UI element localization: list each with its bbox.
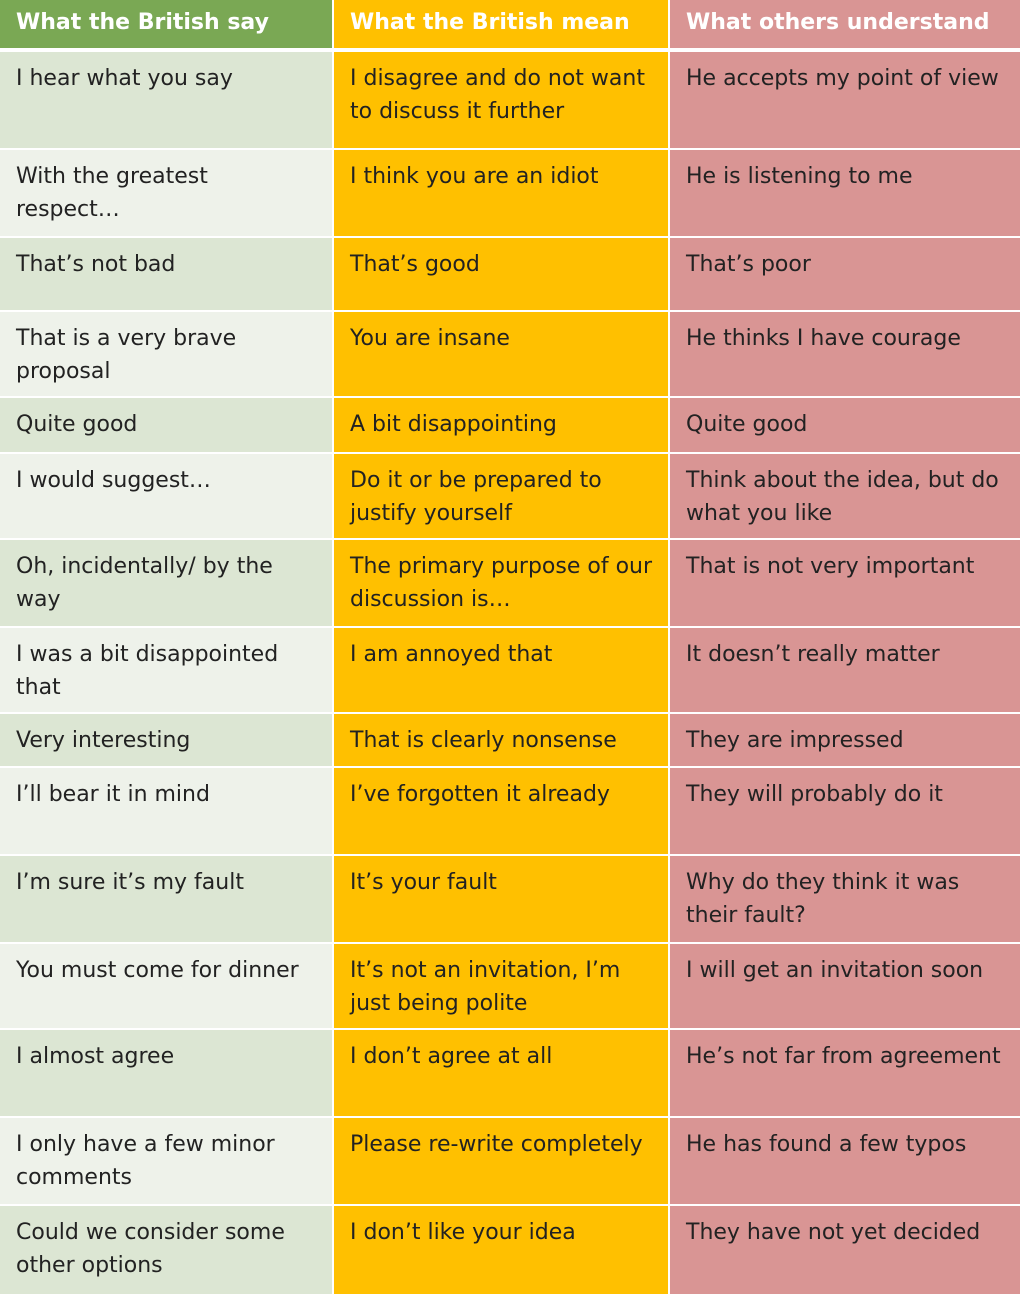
table-cell: They will probably do it: [670, 768, 1020, 854]
table-cell: I don’t agree at all: [334, 1030, 668, 1116]
table-cell: They have not yet decided: [670, 1206, 1020, 1294]
table-cell: They are impressed: [670, 714, 1020, 766]
header-cell: What the British say: [0, 0, 332, 48]
table-cell: I disagree and do not want to discuss it…: [334, 52, 668, 148]
table-cell: It’s not an invitation, I’m just being p…: [334, 944, 668, 1028]
table-cell: With the greatest respect…: [0, 150, 332, 236]
table-cell: I hear what you say: [0, 52, 332, 148]
table-cell: I’m sure it’s my fault: [0, 856, 332, 942]
table-cell: I’ve forgotten it already: [334, 768, 668, 854]
table-cell: He accepts my point of view: [670, 52, 1020, 148]
table-cell: I think you are an idiot: [334, 150, 668, 236]
table-cell: I will get an invitation soon: [670, 944, 1020, 1028]
table-cell: I don’t like your idea: [334, 1206, 668, 1294]
table-cell: I only have a few minor comments: [0, 1118, 332, 1204]
table-cell: That’s poor: [670, 238, 1020, 310]
table-cell: You are insane: [334, 312, 668, 396]
table-cell: Very interesting: [0, 714, 332, 766]
header-cell: What the British mean: [334, 0, 668, 48]
table-cell: He’s not far from agreement: [670, 1030, 1020, 1116]
table-cell: That is not very important: [670, 540, 1020, 626]
table-cell: I’ll bear it in mind: [0, 768, 332, 854]
table-cell: Please re-write completely: [334, 1118, 668, 1204]
table-cell: Oh, incidentally/ by the way: [0, 540, 332, 626]
table-cell: Quite good: [0, 398, 332, 452]
table-cell: Do it or be prepared to justify yourself: [334, 454, 668, 538]
table-cell: Could we consider some other options: [0, 1206, 332, 1294]
table-cell: He has found a few typos: [670, 1118, 1020, 1204]
table-cell: Think about the idea, but do what you li…: [670, 454, 1020, 538]
table-cell: That is clearly nonsense: [334, 714, 668, 766]
table-cell: A bit disappointing: [334, 398, 668, 452]
table-cell: The primary purpose of our discussion is…: [334, 540, 668, 626]
table-cell: I was a bit disappointed that: [0, 628, 332, 712]
table-cell: That is a very brave proposal: [0, 312, 332, 396]
table-cell: It doesn’t really matter: [670, 628, 1020, 712]
header-cell: What others understand: [670, 0, 1020, 48]
table-cell: Quite good: [670, 398, 1020, 452]
table-cell: It’s your fault: [334, 856, 668, 942]
table-cell: That’s good: [334, 238, 668, 310]
table-cell: That’s not bad: [0, 238, 332, 310]
table-cell: You must come for dinner: [0, 944, 332, 1028]
table-cell: I would suggest…: [0, 454, 332, 538]
table-cell: He thinks I have courage: [670, 312, 1020, 396]
table-cell: I am annoyed that: [334, 628, 668, 712]
table-cell: Why do they think it was their fault?: [670, 856, 1020, 942]
table-cell: He is listening to me: [670, 150, 1020, 236]
table-cell: I almost agree: [0, 1030, 332, 1116]
